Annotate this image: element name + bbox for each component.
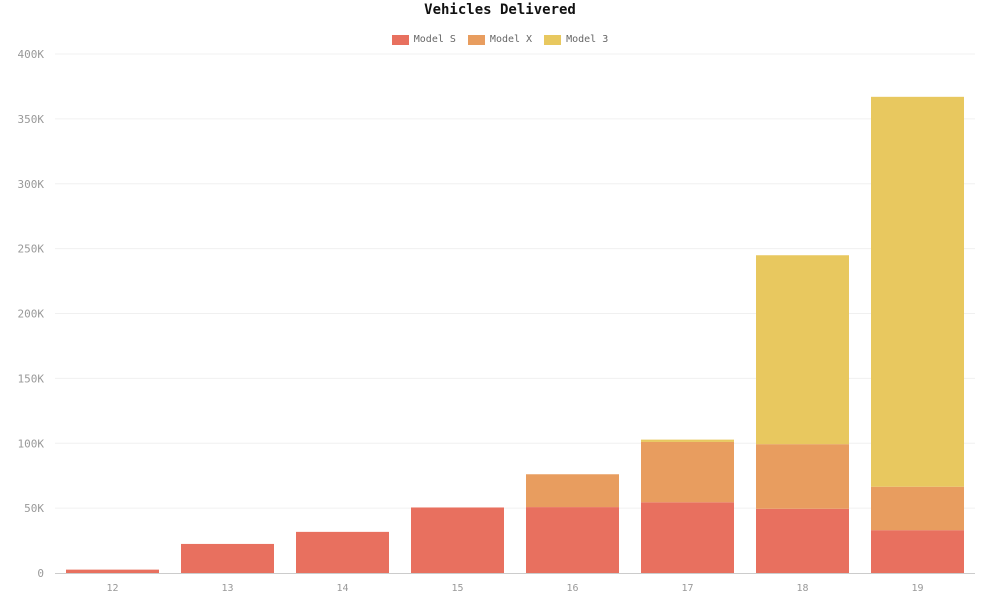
x-tick-label: 15: [451, 583, 463, 594]
legend-swatch: [544, 34, 562, 45]
bar-model-x-19: [871, 486, 964, 531]
bar-model-3-17: [641, 439, 734, 442]
y-tick-label: 350K: [18, 113, 45, 126]
x-tick-label: 18: [796, 583, 808, 594]
x-tick-label: 16: [566, 583, 578, 594]
legend-swatch: [467, 34, 485, 45]
y-tick-label: 400K: [18, 48, 45, 61]
x-tick-label: 12: [106, 583, 118, 594]
bar-model-3-18: [756, 255, 849, 445]
y-tick-label: 300K: [18, 178, 45, 191]
y-tick-label: 50K: [24, 502, 44, 515]
bar-model-s-14: [296, 531, 389, 573]
bar-model-s-13: [181, 543, 274, 573]
bar-model-s-17: [641, 502, 734, 573]
chart-title: Vehicles Delivered: [424, 2, 576, 18]
bar-model-3-19: [871, 96, 964, 487]
x-tick-label: 19: [911, 583, 923, 594]
bar-model-s-16: [526, 507, 619, 573]
y-tick-label: 100K: [18, 437, 45, 450]
y-tick-label: 150K: [18, 372, 45, 385]
legend-label: Model X: [489, 34, 533, 45]
bar-model-x-16: [526, 474, 619, 508]
y-tick-label: 250K: [18, 243, 45, 256]
bar-model-x-18: [756, 444, 849, 509]
x-tick-label: 14: [336, 583, 348, 594]
legend-swatch: [391, 34, 409, 45]
x-tick-label: 17: [681, 583, 693, 594]
legend-item-model-x[interactable]: Model X: [467, 34, 533, 45]
bar-model-s-15: [411, 507, 504, 573]
legend-label: Model 3: [566, 34, 609, 45]
legend-label: Model S: [413, 34, 456, 45]
bar-model-s-12: [66, 569, 159, 573]
y-tick-label: 0: [37, 567, 44, 580]
y-tick-label: 200K: [18, 308, 45, 321]
bar-model-s-18: [756, 508, 849, 573]
bar-model-s-19: [871, 530, 964, 573]
x-tick-label: 13: [221, 583, 233, 594]
legend-item-model-s[interactable]: Model S: [391, 34, 456, 45]
bar-model-x-17: [641, 441, 734, 503]
legend: Model S Model X Model 3: [0, 34, 1000, 45]
legend-item-model-3[interactable]: Model 3: [544, 34, 608, 45]
